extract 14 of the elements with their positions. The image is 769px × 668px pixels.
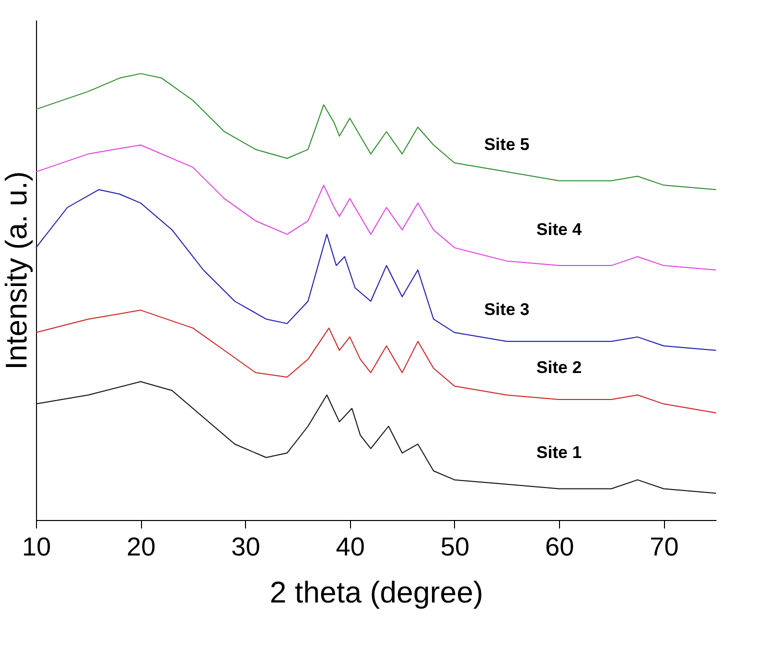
x-tick-label: 20 bbox=[126, 532, 156, 562]
series-label: Site 1 bbox=[536, 442, 582, 462]
series-label: Site 4 bbox=[536, 220, 582, 239]
x-tick-label: 40 bbox=[336, 532, 365, 562]
series-label: Site 5 bbox=[484, 134, 530, 154]
x-tick-label: 50 bbox=[440, 532, 470, 562]
x-tick-label: 60 bbox=[545, 532, 574, 562]
y-axis-title: Intensity (a. u.) bbox=[0, 171, 34, 370]
series-label: Site 2 bbox=[536, 358, 582, 378]
x-tick-label: 70 bbox=[650, 532, 679, 562]
x-tick-label: 10 bbox=[22, 532, 51, 562]
series-label: Site 3 bbox=[484, 300, 530, 320]
x-axis-title: 2 theta (degree) bbox=[270, 576, 484, 610]
x-tick-label: 30 bbox=[231, 532, 260, 562]
